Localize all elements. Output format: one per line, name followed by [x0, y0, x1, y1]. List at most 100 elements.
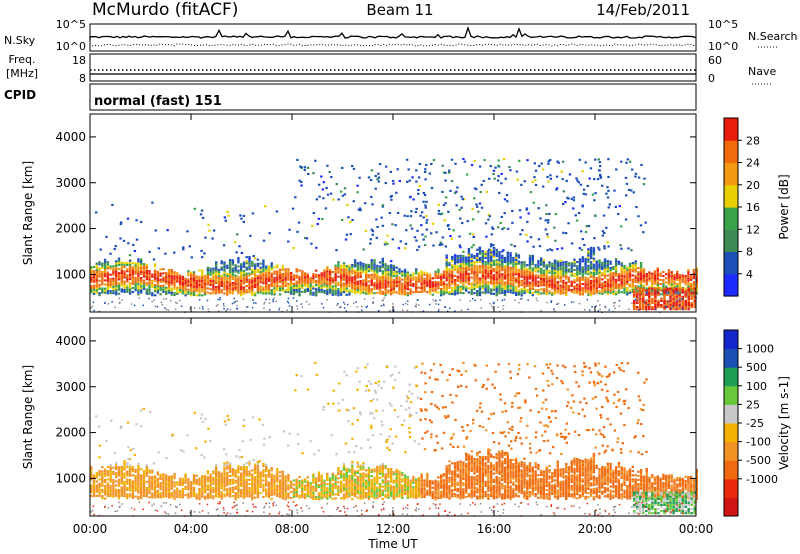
range-cell: [506, 280, 509, 283]
range-cell: [165, 274, 168, 277]
range-cell: [470, 270, 473, 273]
range-cell: [468, 232, 472, 235]
range-cell: [195, 281, 198, 284]
range-cell: [595, 289, 598, 292]
range-cell: [348, 268, 351, 271]
range-cell: [217, 273, 221, 276]
range-cell: [581, 291, 584, 294]
range-cell: [187, 486, 190, 489]
range-cell: [340, 269, 343, 272]
range-cell: [401, 293, 404, 296]
range-cell: [245, 482, 248, 485]
range-cell: [609, 281, 612, 284]
range-cell: [267, 269, 271, 272]
range-cell: [237, 492, 240, 495]
range-cell: [365, 263, 368, 266]
range-cell: [595, 262, 598, 265]
range-cell: [226, 289, 229, 292]
range-cell: [151, 488, 154, 491]
range-cell: [444, 245, 447, 248]
range-cell: [192, 488, 196, 491]
range-cell: [162, 491, 165, 494]
range-cell: [212, 486, 215, 489]
range-cell: [237, 475, 240, 478]
speckle-cell: [225, 310, 227, 312]
range-cell: [417, 272, 421, 275]
range-cell: [178, 278, 182, 281]
range-cell: [540, 273, 543, 276]
range-cell: [206, 287, 210, 290]
range-cell: [153, 477, 157, 480]
range-cell: [276, 484, 279, 487]
range-cell: [395, 285, 398, 288]
range-cell: [187, 290, 190, 293]
range-cell: [92, 490, 96, 493]
range-cell: [359, 284, 362, 287]
range-cell: [311, 224, 314, 227]
range-cell: [403, 285, 407, 288]
range-cell: [140, 488, 143, 491]
range-cell: [296, 230, 299, 233]
range-cell: [512, 265, 515, 268]
range-cell: [245, 462, 248, 465]
range-cell: [334, 264, 337, 267]
colorbar-swatch: [724, 273, 738, 297]
range-cell: [212, 497, 215, 500]
range-cell: [693, 289, 697, 292]
range-cell: [167, 281, 171, 284]
range-cell: [156, 471, 160, 474]
range-cell: [240, 493, 243, 496]
range-cell: [384, 285, 387, 288]
range-cell: [425, 164, 428, 167]
range-cell: [465, 173, 469, 176]
range-cell: [503, 283, 507, 286]
colorbar-tick-label: 8: [746, 246, 753, 259]
range-cell: [126, 495, 129, 498]
range-cell: [109, 265, 112, 268]
range-cell: [578, 272, 582, 275]
range-cell: [148, 488, 151, 491]
range-cell: [298, 269, 301, 272]
range-cell: [187, 284, 190, 287]
range-cell: [537, 266, 540, 269]
range-cell: [290, 278, 293, 281]
range-cell: [481, 281, 484, 284]
range-cell: [520, 288, 523, 291]
range-cell: [134, 289, 137, 292]
range-cell: [184, 277, 187, 280]
range-cell: [256, 473, 260, 476]
range-cell: [226, 264, 229, 267]
range-cell: [284, 494, 287, 497]
range-cell: [628, 279, 632, 282]
range-cell: [598, 269, 601, 272]
range-cell: [620, 268, 623, 271]
range-cell: [509, 254, 512, 257]
range-cell: [290, 274, 293, 277]
range-cell: [520, 279, 523, 282]
range-cell: [312, 275, 315, 278]
range-cell: [251, 281, 254, 284]
range-cell: [220, 289, 223, 292]
range-cell: [423, 273, 426, 276]
range-cell: [672, 291, 675, 294]
range-cell: [459, 271, 462, 274]
range-cell: [470, 268, 473, 271]
range-cell: [231, 261, 235, 264]
range-cell: [253, 480, 257, 483]
range-cell: [484, 222, 488, 225]
range-cell: [157, 247, 161, 250]
range-cell: [381, 290, 384, 293]
range-cell: [103, 262, 107, 265]
speckle-cell: [236, 300, 238, 302]
range-cell: [484, 267, 487, 270]
range-cell: [560, 247, 564, 250]
range-cell: [493, 177, 496, 180]
range-cell: [231, 284, 235, 287]
range-cell: [395, 191, 398, 194]
range-cell: [693, 295, 697, 298]
range-cell: [362, 285, 365, 288]
range-cell: [192, 474, 196, 477]
range-cell: [631, 282, 634, 285]
range-cell: [328, 271, 332, 274]
speckle-cell: [180, 305, 183, 307]
